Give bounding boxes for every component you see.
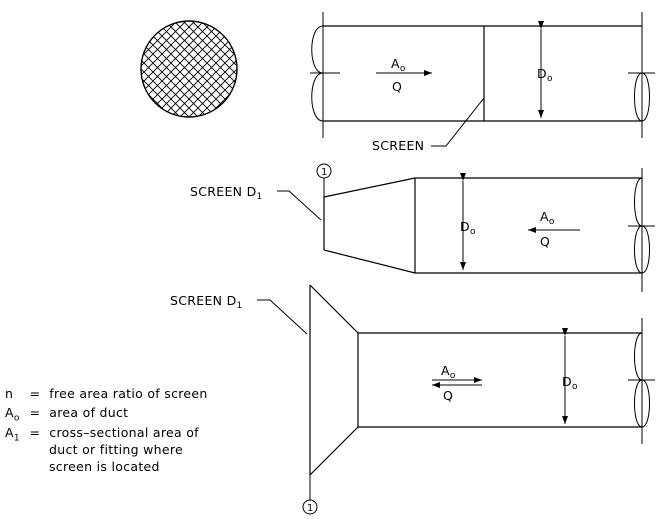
duct-figure-3: Do Ao Q SCREEN D1 1 <box>170 284 655 515</box>
screen-leader <box>431 97 485 147</box>
legend-line: A1 = cross–sectional area of <box>5 425 199 444</box>
screen-mesh-circle <box>140 20 238 118</box>
legend-line: Ao = area of duct <box>5 405 129 424</box>
area-label: Ao <box>391 56 406 74</box>
flow-label: Q <box>540 234 550 249</box>
legend-line: screen is located <box>49 459 160 474</box>
screen-d1-leader <box>277 190 322 221</box>
section-marker-circle <box>302 499 318 515</box>
screen-d1-label: SCREEN D1 <box>170 293 243 311</box>
duct-diameter-label: Do <box>562 374 578 392</box>
section-marker-label: 1 <box>321 167 327 178</box>
duct-figure-1: Ao Q Do SCREEN <box>310 12 655 153</box>
legend-line: n = free area ratio of screen <box>5 386 208 401</box>
area-label: Ao <box>441 363 456 381</box>
flow-label: Q <box>392 79 402 94</box>
legend-line: duct or fitting where <box>49 442 184 457</box>
screen-label: SCREEN <box>372 138 424 153</box>
screen-d1-leader <box>257 299 308 335</box>
duct-diameter-label: Do <box>537 66 553 84</box>
area-label: Ao <box>540 209 555 227</box>
screen-d1-label: SCREEN D1 <box>190 184 263 202</box>
duct-figure-2: 1 Do Ao Q SCREEN D1 <box>190 163 655 292</box>
section-marker-label: 1 <box>307 503 313 514</box>
flow-label: Q <box>443 388 453 403</box>
duct-diameter-label: Do <box>460 219 476 237</box>
